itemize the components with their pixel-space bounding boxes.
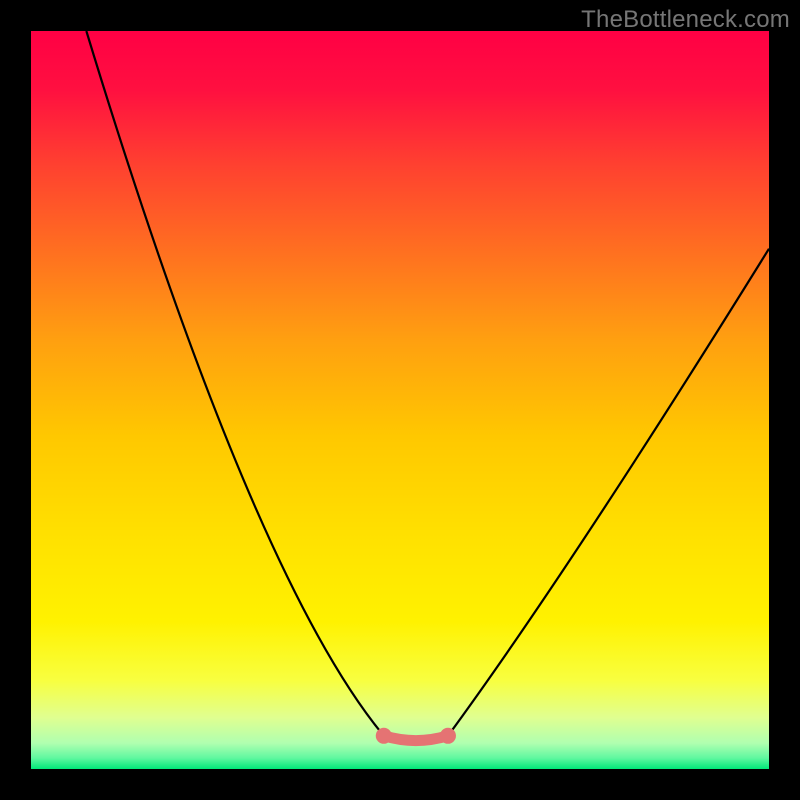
curve-layer xyxy=(31,31,769,769)
accent-bar xyxy=(384,736,448,741)
curve-left xyxy=(86,31,383,736)
plot-area xyxy=(31,31,769,769)
curve-right xyxy=(448,249,769,736)
chart-frame: TheBottleneck.com xyxy=(0,0,800,800)
accent-dot-left xyxy=(376,728,392,744)
watermark-text: TheBottleneck.com xyxy=(581,6,790,34)
accent-dot-right xyxy=(440,728,456,744)
